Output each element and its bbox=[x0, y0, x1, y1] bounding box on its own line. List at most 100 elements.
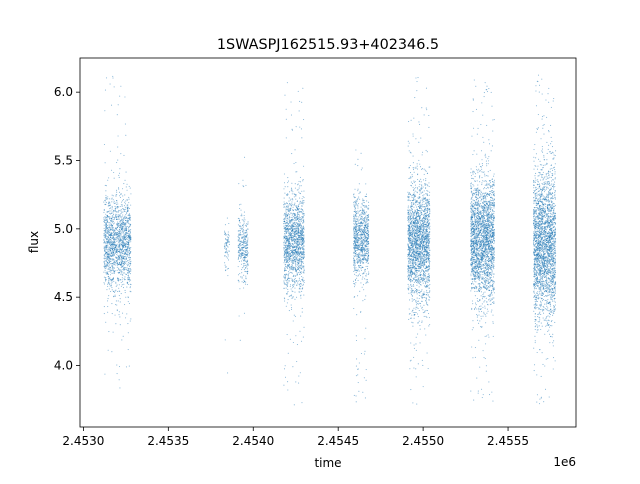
scatter-point bbox=[355, 267, 357, 269]
scatter-point bbox=[105, 234, 107, 236]
scatter-point bbox=[290, 198, 292, 200]
scatter-point bbox=[353, 197, 356, 199]
scatter-point bbox=[115, 194, 117, 196]
scatter-point bbox=[105, 190, 107, 192]
scatter-point bbox=[243, 241, 245, 243]
scatter-point bbox=[291, 251, 293, 253]
scatter-point bbox=[301, 256, 303, 258]
scatter-point bbox=[292, 238, 294, 240]
scatter-point bbox=[285, 255, 287, 257]
scatter-point bbox=[224, 251, 226, 254]
scatter-point bbox=[106, 264, 108, 266]
scatter-point bbox=[244, 271, 246, 273]
scatter-point bbox=[286, 230, 288, 232]
scatter-point bbox=[237, 224, 239, 226]
scatter-point bbox=[297, 244, 299, 246]
scatter-point bbox=[287, 273, 289, 275]
scatter-point bbox=[292, 366, 294, 368]
scatter-point bbox=[359, 264, 361, 266]
scatter-point bbox=[358, 240, 360, 242]
scatter-point bbox=[121, 205, 123, 207]
scatter-point bbox=[302, 236, 304, 238]
scatter-point bbox=[127, 264, 130, 266]
scatter-point bbox=[110, 219, 112, 222]
scatter-point bbox=[226, 245, 228, 247]
scatter-point bbox=[301, 241, 303, 243]
scatter-point bbox=[355, 202, 357, 204]
scatter-point bbox=[106, 221, 108, 223]
scatter-point bbox=[245, 245, 247, 247]
scatter-point bbox=[245, 251, 247, 254]
scatter-point bbox=[359, 243, 361, 245]
scatter-point bbox=[115, 233, 117, 235]
scatter-point bbox=[118, 188, 120, 190]
scatter-point bbox=[407, 205, 409, 207]
scatter-point bbox=[285, 266, 287, 268]
scatter-point bbox=[300, 244, 303, 246]
scatter-point bbox=[112, 269, 114, 271]
scatter-point bbox=[295, 222, 297, 224]
scatter-point bbox=[117, 234, 119, 237]
scatter-point bbox=[365, 205, 367, 207]
scatter-point bbox=[294, 260, 296, 262]
scatter-point bbox=[301, 216, 303, 218]
scatter-point bbox=[299, 202, 301, 205]
scatter-point bbox=[291, 279, 293, 281]
scatter-point bbox=[353, 194, 355, 196]
scatter-point bbox=[298, 262, 300, 264]
scatter-point bbox=[244, 219, 246, 221]
scatter-point bbox=[300, 236, 302, 238]
scatter-point bbox=[225, 266, 227, 268]
scatter-point bbox=[111, 268, 113, 270]
scatter-point bbox=[413, 290, 415, 292]
scatter-point bbox=[293, 262, 295, 264]
scatter-point bbox=[300, 271, 302, 273]
scatter-point bbox=[294, 228, 296, 230]
scatter-point bbox=[366, 208, 368, 210]
scatter-point bbox=[300, 217, 302, 219]
scatter-point bbox=[289, 191, 291, 193]
scatter-point bbox=[246, 268, 248, 270]
scatter-point bbox=[119, 262, 121, 264]
scatter-point bbox=[109, 240, 111, 242]
scatter-point bbox=[353, 210, 356, 212]
scatter-point bbox=[368, 237, 370, 239]
scatter-point bbox=[242, 244, 244, 246]
scatter-point bbox=[127, 215, 129, 217]
scatter-point bbox=[360, 282, 362, 284]
scatter-point bbox=[301, 340, 303, 342]
scatter-point bbox=[124, 228, 126, 230]
scatter-point bbox=[117, 224, 119, 226]
scatter-point bbox=[367, 244, 369, 246]
scatter-point bbox=[117, 243, 119, 245]
scatter-point bbox=[365, 227, 367, 229]
scatter-point bbox=[425, 193, 427, 195]
scatter-point bbox=[367, 229, 369, 231]
scatter-point bbox=[107, 179, 109, 181]
scatter-point bbox=[243, 264, 245, 267]
scatter-point bbox=[124, 123, 126, 125]
scatter-point bbox=[118, 259, 120, 261]
scatter-point bbox=[300, 220, 302, 222]
scatter-point bbox=[119, 210, 121, 212]
scatter-point bbox=[298, 382, 300, 384]
scatter-point bbox=[293, 162, 295, 165]
scatter-point bbox=[360, 221, 362, 223]
scatter-point bbox=[227, 246, 229, 248]
scatter-point bbox=[357, 270, 359, 272]
scatter-point bbox=[358, 219, 360, 221]
scatter-point bbox=[112, 75, 114, 77]
scatter-point bbox=[130, 270, 132, 272]
scatter-point bbox=[243, 312, 245, 314]
scatter-point bbox=[361, 245, 363, 247]
scatter-point bbox=[354, 253, 357, 255]
scatter-point bbox=[109, 247, 111, 249]
scatter-point bbox=[242, 234, 244, 236]
scatter-point bbox=[287, 275, 289, 277]
scatter-point bbox=[247, 221, 249, 223]
scatter-point bbox=[292, 320, 294, 322]
scatter-point bbox=[117, 240, 119, 242]
scatter-point bbox=[356, 244, 358, 246]
scatter-point bbox=[117, 254, 119, 257]
scatter-point bbox=[356, 253, 358, 255]
